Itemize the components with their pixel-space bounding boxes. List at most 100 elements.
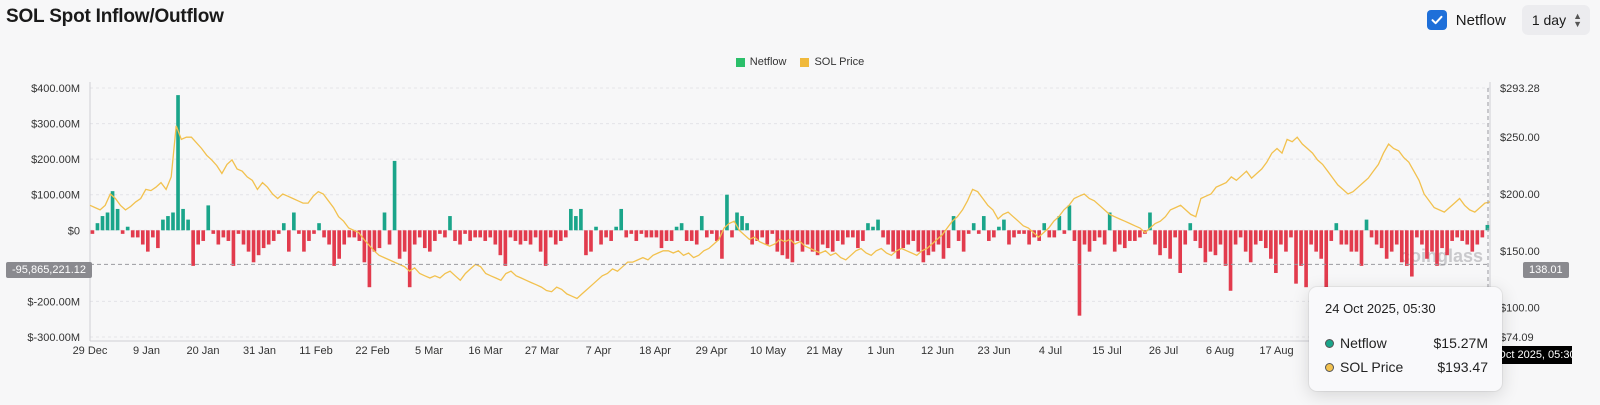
netflow-bar (518, 230, 523, 245)
netflow-bar (151, 230, 155, 238)
netflow-bar (146, 230, 150, 252)
legend-item-netflow[interactable]: Netflow (735, 56, 786, 68)
y-right-tick-label: $100.00 (1500, 303, 1540, 315)
netflow-bar (679, 223, 684, 231)
netflow-bar (760, 230, 765, 238)
netflow-bar (292, 212, 296, 231)
netflow-bar (790, 230, 795, 263)
netflow-bar (337, 230, 341, 259)
netflow-bar (1289, 230, 1293, 238)
netflow-bar (1193, 230, 1198, 241)
y-right-tick-label: $200.00 (1500, 189, 1540, 201)
netflow-bar (196, 230, 200, 245)
y-left-tick-label: $300.00M (31, 119, 80, 131)
netflow-bar (1178, 230, 1183, 273)
netflow-bar (1027, 230, 1031, 245)
netflow-bar (1203, 230, 1208, 263)
x-tick-label: 11 Feb (299, 345, 332, 357)
netflow-bar (730, 230, 734, 238)
netflow-bar (1440, 230, 1444, 249)
netflow-bar (105, 212, 110, 231)
netflow-bar (1465, 230, 1470, 245)
netflow-bar (624, 230, 629, 238)
netflow-bar (433, 230, 437, 241)
netflow-bar (488, 230, 493, 238)
legend-item-sol-price[interactable]: SOL Price (800, 56, 864, 68)
netflow-bar (362, 230, 367, 263)
netflow-bar (201, 230, 206, 241)
netflow-bar (745, 223, 749, 231)
netflow-bar (689, 230, 694, 241)
netflow-bar (956, 230, 961, 241)
netflow-bar (1450, 230, 1454, 241)
netflow-bar (161, 219, 165, 231)
netflow-bar (322, 230, 326, 238)
netflow-bar (266, 230, 271, 245)
netflow-bar (569, 208, 573, 231)
tooltip-name-sol-price: SOL Price (1340, 359, 1404, 375)
netflow-bar (523, 230, 528, 241)
crosshair-x-label: 24 Oct 2025, 05:30 (1482, 346, 1572, 364)
netflow-bar (1153, 230, 1157, 245)
netflow-bar (574, 216, 578, 231)
netflow-toggle-label[interactable]: Netflow (1455, 11, 1506, 29)
netflow-bar (226, 230, 231, 241)
netflow-bar (644, 230, 649, 238)
netflow-bar (347, 230, 352, 238)
netflow-bar (1243, 230, 1248, 252)
netflow-bar (513, 230, 518, 241)
netflow-bar (1410, 230, 1414, 277)
netflow-bar (765, 230, 770, 245)
netflow-bar (861, 230, 865, 241)
netflow-bar (846, 230, 850, 238)
checkmark-icon (1431, 15, 1443, 25)
legend-swatch-sol-price (800, 57, 810, 67)
netflow-bar (90, 230, 95, 234)
netflow-bar (800, 230, 805, 252)
netflow-bar (981, 216, 986, 231)
netflow-bar (609, 230, 613, 241)
netflow-bar (483, 230, 488, 241)
netflow-bar (115, 208, 120, 231)
x-tick-label: 12 Jun (921, 345, 954, 357)
netflow-bar (1354, 230, 1359, 252)
legend-label-sol-price: SOL Price (814, 56, 865, 68)
netflow-bar (100, 216, 105, 231)
netflow-bar (694, 230, 699, 245)
y-right-tick-label: $150.00 (1500, 246, 1540, 258)
netflow-bar (1117, 230, 1122, 245)
netflow-bar (312, 230, 316, 234)
x-tick-label: 29 Apr (696, 345, 728, 357)
netflow-bar (1122, 230, 1127, 249)
x-tick-label: 31 Jan (243, 345, 276, 357)
netflow-bar (135, 230, 140, 238)
netflow-bar (639, 230, 644, 234)
netflow-bar (1319, 230, 1324, 259)
netflow-bar (402, 230, 407, 252)
netflow-bar (886, 230, 890, 245)
x-tick-label: 20 Jan (186, 345, 219, 357)
netflow-bar (1097, 230, 1102, 238)
interval-select[interactable]: 1 day ▲ ▼ (1521, 5, 1590, 35)
y-right-tick-label: $250.00 (1500, 132, 1540, 144)
netflow-bar (815, 230, 820, 256)
netflow-bar (1102, 230, 1107, 245)
netflow-bar (1007, 230, 1011, 245)
netflow-checkbox[interactable] (1426, 10, 1447, 30)
x-tick-label: 29 Dec (73, 345, 108, 357)
netflow-bar (377, 230, 382, 249)
netflow-bar (896, 230, 900, 259)
netflow-bar (528, 230, 533, 245)
netflow-bar (1067, 205, 1072, 231)
netflow-bar (1299, 230, 1303, 266)
netflow-bar (1128, 230, 1132, 241)
netflow-bar (281, 223, 286, 231)
netflow-bar (342, 230, 347, 245)
netflow-bar (1470, 230, 1475, 252)
netflow-bar (1304, 230, 1308, 288)
netflow-bar (1002, 219, 1006, 231)
netflow-bar (876, 219, 880, 231)
x-tick-label: 21 May (806, 345, 843, 357)
y-left-tick-label: $400.00M (31, 83, 80, 95)
